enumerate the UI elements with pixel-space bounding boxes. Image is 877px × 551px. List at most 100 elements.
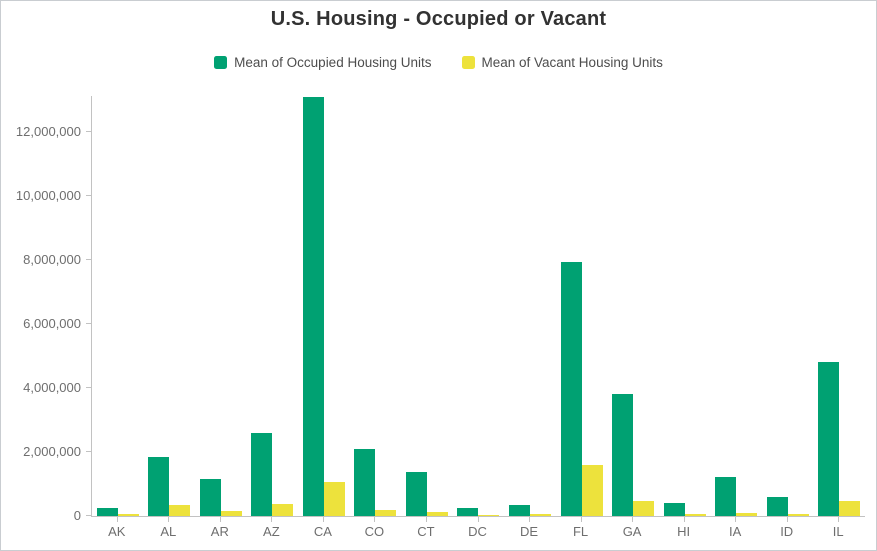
bar-vacant-ak[interactable]	[117, 514, 139, 516]
x-axis-label-de: DE	[520, 524, 539, 539]
bar-vacant-co[interactable]	[375, 509, 397, 516]
x-axis-label-ga: GA	[622, 524, 642, 539]
bar-occupied-ia[interactable]	[715, 476, 737, 516]
y-axis-tick	[86, 451, 91, 452]
bar-vacant-ia[interactable]	[736, 512, 758, 516]
y-axis-tick	[86, 259, 91, 260]
bar-group-ga	[607, 96, 659, 516]
bars-row	[92, 96, 865, 516]
x-axis-tick	[271, 517, 273, 522]
legend-label-occupied: Mean of Occupied Housing Units	[234, 55, 432, 70]
x-axis-label-ar: AR	[210, 524, 229, 539]
x-axis-label-id: ID	[780, 524, 794, 539]
bar-group-az	[247, 96, 299, 516]
bar-group-ak	[92, 96, 144, 516]
x-axis-tick	[683, 517, 685, 522]
bar-group-co	[350, 96, 402, 516]
vacant-swatch-icon	[461, 56, 475, 69]
x-axis-tick	[219, 517, 221, 522]
legend: Mean of Occupied Housing Units Mean of V…	[1, 55, 876, 70]
chart-title: U.S. Housing - Occupied or Vacant	[270, 8, 607, 30]
y-axis-tick	[86, 131, 91, 132]
bar-group-il	[813, 96, 865, 516]
x-axis-tick	[529, 517, 531, 522]
x-axis-label-dc: DC	[468, 524, 487, 539]
bar-group-al	[144, 96, 196, 516]
bar-vacant-ga[interactable]	[633, 501, 655, 516]
y-axis-label: 12,000,000	[15, 124, 81, 139]
bar-vacant-hi[interactable]	[684, 514, 706, 516]
bar-group-de	[504, 96, 556, 516]
x-axis-tick	[374, 517, 376, 522]
y-axis-label: 4,000,000	[23, 380, 81, 395]
bar-group-ca	[298, 96, 350, 516]
bar-occupied-ca[interactable]	[302, 96, 324, 516]
x-axis-tick	[477, 517, 479, 522]
y-axis-label: 10,000,000	[15, 188, 81, 203]
x-axis-label-al: AL	[160, 524, 177, 539]
x-axis-tick	[580, 517, 582, 522]
x-axis-label-fl: FL	[572, 524, 589, 539]
x-axis-label-ia: IA	[729, 524, 742, 539]
bar-vacant-ct[interactable]	[426, 512, 448, 516]
bar-group-dc	[453, 96, 505, 516]
bar-group-ar	[195, 96, 247, 516]
y-axis-label: 2,000,000	[23, 444, 81, 459]
bar-occupied-hi[interactable]	[663, 502, 685, 516]
bar-vacant-il[interactable]	[839, 500, 861, 516]
x-axis-tick	[425, 517, 427, 522]
bar-occupied-al[interactable]	[148, 456, 170, 516]
bar-group-ct	[401, 96, 453, 516]
x-axis-tick	[632, 517, 634, 522]
bar-occupied-az[interactable]	[251, 432, 273, 516]
bar-vacant-de[interactable]	[530, 513, 552, 516]
x-axis-tick	[786, 517, 788, 522]
bar-occupied-il[interactable]	[818, 361, 840, 516]
x-axis-tick	[838, 517, 840, 522]
bar-occupied-co[interactable]	[354, 448, 376, 516]
x-axis-tick	[116, 517, 118, 522]
x-axis-label-ct: CT	[417, 524, 435, 539]
bar-occupied-fl[interactable]	[560, 261, 582, 516]
plot-area	[86, 96, 865, 517]
y-axis-tick	[86, 323, 91, 324]
y-axis-tick	[86, 195, 91, 196]
bar-vacant-ca[interactable]	[323, 481, 345, 516]
bar-occupied-ga[interactable]	[612, 394, 634, 516]
bar-group-fl	[556, 96, 608, 516]
bar-occupied-ak[interactable]	[96, 508, 118, 516]
y-axis-label: 6,000,000	[23, 316, 81, 331]
bar-occupied-de[interactable]	[509, 505, 531, 516]
occupied-swatch-icon	[214, 56, 228, 69]
bar-occupied-id[interactable]	[766, 496, 788, 516]
bar-occupied-ar[interactable]	[199, 479, 221, 516]
x-axis-label-hi: HI	[677, 524, 691, 539]
bar-vacant-dc[interactable]	[478, 515, 500, 516]
x-axis-label-il: IL	[832, 524, 844, 539]
legend-item-vacant[interactable]: Mean of Vacant Housing Units	[461, 55, 663, 70]
x-axis-label-ak: AK	[108, 524, 126, 539]
x-axis-tick	[168, 517, 170, 522]
y-axis-label: 0	[73, 508, 81, 523]
x-axis-label-az: AZ	[263, 524, 280, 539]
x-axis-label-co: CO	[364, 524, 385, 539]
y-axis-tick	[86, 515, 91, 516]
y-axis-tick	[86, 387, 91, 388]
bar-vacant-az[interactable]	[272, 504, 294, 516]
bar-vacant-ar[interactable]	[220, 510, 242, 516]
bar-group-hi	[659, 96, 711, 516]
bar-vacant-al[interactable]	[169, 504, 191, 516]
x-axis-tick	[735, 517, 737, 522]
legend-item-occupied[interactable]: Mean of Occupied Housing Units	[214, 55, 432, 70]
x-axis-tick	[322, 517, 324, 522]
bar-vacant-fl[interactable]	[581, 464, 603, 516]
bar-occupied-ct[interactable]	[405, 472, 427, 516]
x-axis-label-ca: CA	[313, 524, 332, 539]
bar-vacant-id[interactable]	[787, 514, 809, 516]
bar-occupied-dc[interactable]	[457, 508, 479, 516]
bar-group-ia	[710, 96, 762, 516]
y-axis-label: 8,000,000	[23, 252, 81, 267]
legend-label-vacant: Mean of Vacant Housing Units	[481, 55, 663, 70]
chart-canvas: 0 2,000,000 4,000,000 6,000,000 8,000,000 10,…	[1, 96, 876, 541]
